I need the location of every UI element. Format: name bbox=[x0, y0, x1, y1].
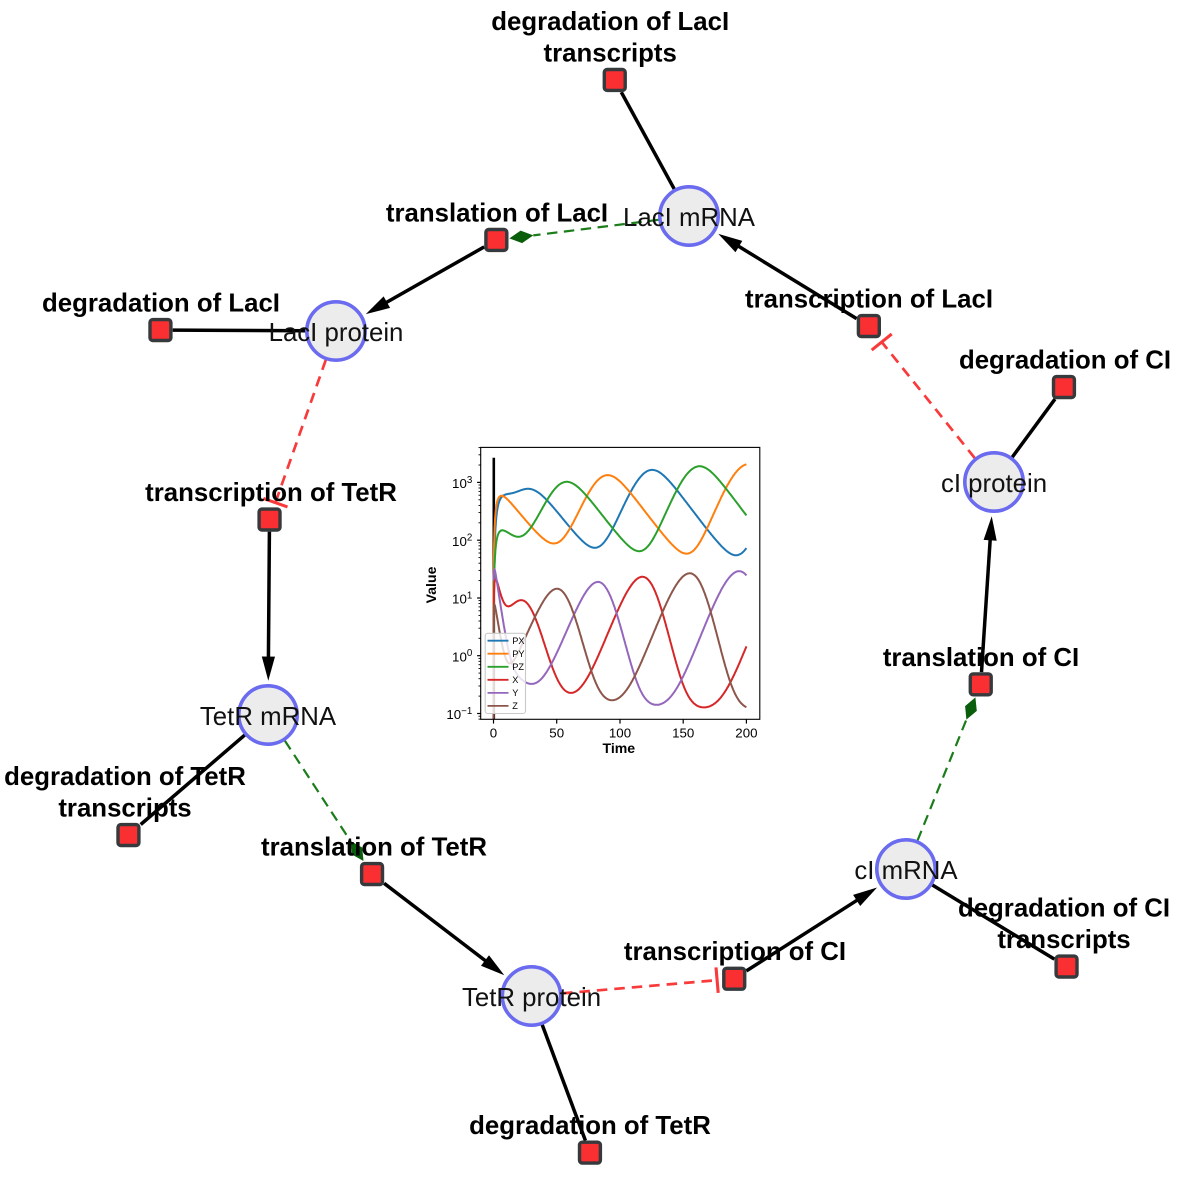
svg-text:150: 150 bbox=[672, 725, 694, 740]
svg-text:transcripts: transcripts bbox=[997, 926, 1130, 954]
svg-text:200: 200 bbox=[735, 725, 757, 740]
svg-text:transcripts: transcripts bbox=[58, 795, 191, 823]
svg-text:PX: PX bbox=[512, 636, 524, 646]
svg-text:degradation of TetR: degradation of TetR bbox=[469, 1112, 711, 1140]
svg-text:TetR mRNA: TetR mRNA bbox=[200, 703, 337, 731]
svg-text:degradation of CI: degradation of CI bbox=[958, 894, 1170, 922]
svg-text:101: 101 bbox=[452, 591, 472, 607]
svg-text:PY: PY bbox=[512, 649, 524, 659]
svg-text:Y: Y bbox=[512, 688, 518, 698]
svg-text:Z: Z bbox=[512, 701, 518, 711]
svg-text:PZ: PZ bbox=[512, 662, 524, 672]
svg-text:50: 50 bbox=[549, 725, 564, 740]
svg-text:LacI mRNA: LacI mRNA bbox=[623, 204, 756, 232]
svg-text:translation of LacI: translation of LacI bbox=[386, 200, 608, 228]
svg-text:transcription of LacI: transcription of LacI bbox=[745, 286, 993, 314]
svg-text:translation of CI: translation of CI bbox=[883, 644, 1079, 672]
svg-text:Value: Value bbox=[423, 566, 439, 603]
svg-text:103: 103 bbox=[452, 475, 473, 491]
svg-text:100: 100 bbox=[452, 648, 473, 664]
svg-text:X: X bbox=[512, 675, 518, 685]
svg-text:10−1: 10−1 bbox=[446, 706, 472, 722]
svg-text:transcripts: transcripts bbox=[544, 40, 677, 68]
svg-text:translation of TetR: translation of TetR bbox=[261, 834, 487, 862]
svg-text:transcription of TetR: transcription of TetR bbox=[145, 479, 397, 507]
svg-text:Time: Time bbox=[602, 740, 635, 756]
svg-text:degradation of TetR: degradation of TetR bbox=[4, 763, 246, 791]
svg-text:102: 102 bbox=[452, 533, 472, 549]
svg-text:degradation of CI: degradation of CI bbox=[959, 347, 1171, 375]
svg-text:cI mRNA: cI mRNA bbox=[854, 857, 958, 885]
svg-text:degradation of LacI: degradation of LacI bbox=[42, 290, 280, 318]
svg-text:LacI protein: LacI protein bbox=[269, 319, 404, 347]
svg-text:transcription of CI: transcription of CI bbox=[624, 938, 846, 966]
svg-text:cI protein: cI protein bbox=[941, 470, 1047, 498]
svg-text:TetR protein: TetR protein bbox=[462, 984, 601, 1012]
svg-text:100: 100 bbox=[609, 725, 631, 740]
svg-text:0: 0 bbox=[490, 725, 497, 740]
svg-text:degradation of LacI: degradation of LacI bbox=[491, 8, 729, 36]
